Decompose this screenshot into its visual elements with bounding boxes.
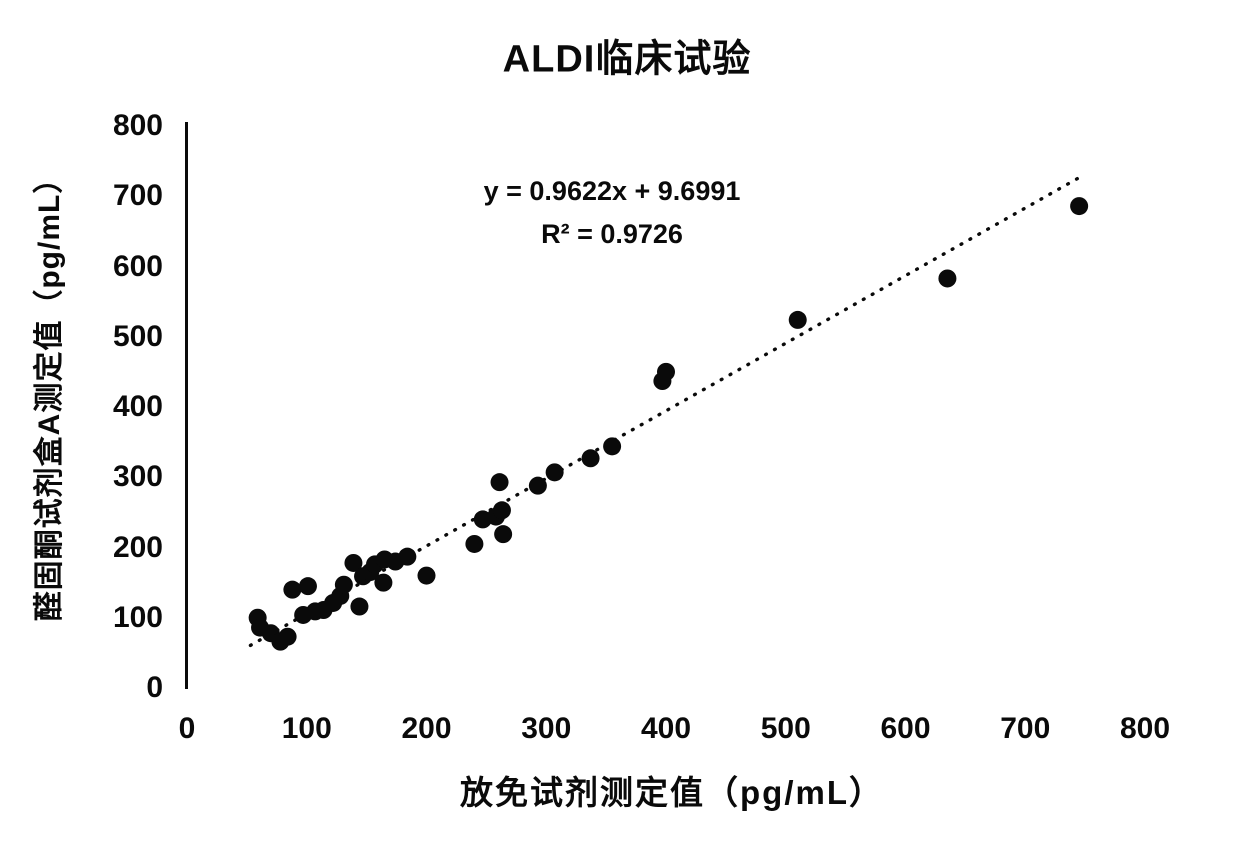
scatter-point (374, 573, 393, 592)
x-axis-title: 放免试剂测定值（pg/mL） (460, 774, 884, 811)
x-tick-label: 0 (178, 712, 196, 745)
scatter-point (350, 597, 369, 616)
y-tick-label: 600 (112, 249, 163, 283)
y-tick-label: 800 (112, 109, 163, 142)
y-tick-label: 100 (112, 600, 163, 634)
x-tick-label: 400 (640, 712, 692, 745)
scatter-point (938, 269, 957, 288)
y-tick-label: 300 (112, 460, 163, 494)
y-tick-label: 400 (112, 390, 163, 423)
scatter-point (788, 310, 807, 329)
scatter-point (545, 463, 564, 482)
scatter-point (528, 476, 547, 495)
scatter-point (603, 437, 622, 456)
chart-title: ALDI临床试验 (502, 38, 752, 81)
scatter-point (1070, 197, 1089, 216)
x-tick-label: 700 (1000, 712, 1051, 745)
scatter-point (278, 627, 297, 646)
trendline-r-squared-label: R² = 0.9726 (541, 219, 683, 249)
scatter-point (398, 547, 417, 566)
scatter-point (334, 575, 353, 594)
scatter-point (298, 577, 317, 596)
scatter-point (344, 553, 363, 572)
x-tick-label: 300 (521, 712, 572, 745)
scatter-point (283, 580, 302, 599)
trendline (248, 172, 1087, 648)
trendline-annotation: y = 0.9622x + 9.6991 R² = 0.9726 (484, 170, 741, 256)
y-tick-label: 200 (112, 530, 163, 564)
scatter-point (657, 362, 675, 381)
x-tick-label: 100 (281, 712, 332, 745)
x-tick-label: 600 (880, 712, 931, 745)
scatter-point (417, 566, 436, 585)
scatter-point (494, 525, 513, 544)
scatter-point (465, 534, 484, 553)
y-tick-label: 700 (112, 179, 163, 213)
trendline-equation-label: y = 0.9622x + 9.6991 (483, 176, 741, 206)
scatter-point (581, 449, 600, 468)
scatter-point (490, 473, 509, 492)
x-tick-label: 500 (760, 712, 811, 745)
y-tick-label: 500 (112, 319, 163, 353)
x-tick-label: 800 (1119, 712, 1171, 745)
y-tick-label: 0 (146, 671, 163, 704)
x-tick-label: 200 (401, 712, 452, 745)
scatter-point (492, 501, 511, 520)
